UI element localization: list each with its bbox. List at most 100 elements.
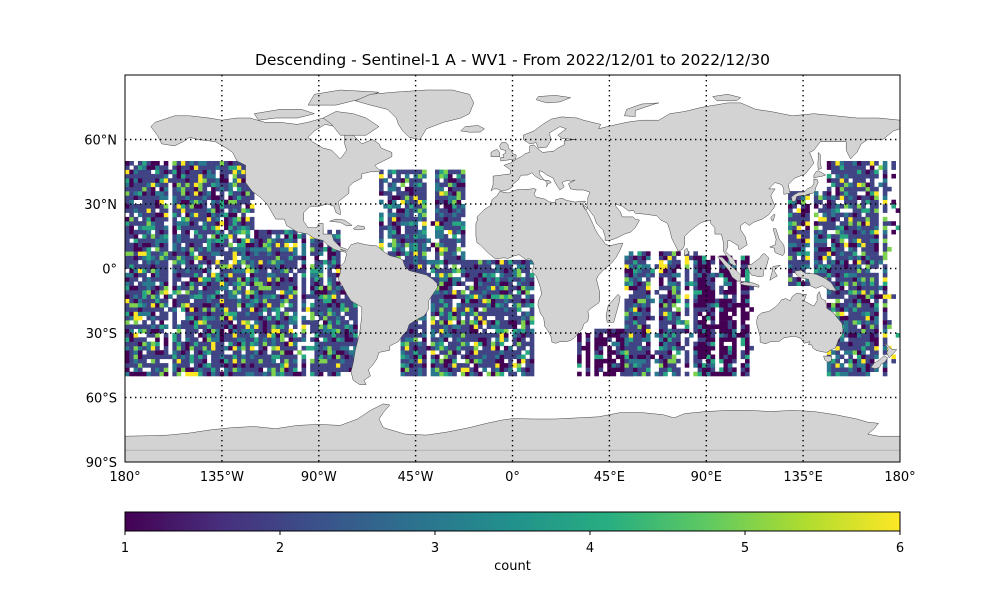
data-cell [292,367,298,372]
data-cell [460,195,466,200]
land-nz-north [884,342,898,359]
data-cell [327,229,332,235]
data-cell [465,302,470,308]
data-cell [180,294,186,299]
data-cell [249,333,255,338]
data-cell [874,311,879,317]
data-cell [206,307,212,312]
data-cell [469,328,475,334]
data-cell [693,358,698,364]
data-cell [529,358,535,364]
data-cell [706,290,711,295]
data-cell [284,242,289,248]
data-cell [856,255,862,261]
data-cell [137,229,143,235]
data-cell [671,298,677,304]
data-cell [232,341,238,347]
data-cell [443,182,449,188]
data-cell [624,363,630,368]
data-cell [882,169,888,175]
data-cell [185,333,190,338]
data-cell [137,255,143,261]
data-cell [443,195,449,200]
data-cell [443,242,449,248]
data-cell [503,268,509,274]
data-cell [633,345,638,351]
data-cell [211,208,216,213]
data-cell [495,298,500,304]
data-cell [146,354,152,360]
data-cell [516,358,522,364]
data-cell [331,298,337,304]
data-cell [409,268,414,274]
data-cell [460,272,466,278]
data-cell [189,242,195,248]
data-cell [844,251,849,256]
data-cell [676,285,681,291]
data-cell [129,371,134,377]
data-cell [482,350,487,355]
data-cell [848,328,853,334]
data-cell [353,320,358,325]
data-cell [331,358,337,364]
data-cell [172,350,177,355]
data-cell [344,328,350,334]
data-cell [249,247,255,252]
data-cell [624,268,630,274]
data-cell [228,268,233,274]
data-cell [882,268,888,274]
data-cell [693,259,698,265]
data-cell [150,204,156,209]
data-cell [465,285,470,291]
data-cell [620,337,625,342]
data-cell [439,290,444,295]
data-cell [641,363,647,368]
data-cell [232,229,238,235]
data-cell [232,324,238,329]
data-cell [137,161,143,166]
data-cell [318,281,324,286]
data-cell [271,371,276,377]
data-cell [882,161,888,166]
data-cell [331,350,337,355]
data-cell [727,363,733,368]
data-cell [598,354,604,360]
data-cell [663,272,668,278]
data-cell [262,358,268,364]
data-cell [245,225,251,231]
data-cell [723,281,729,286]
data-cell [318,341,324,347]
data-cell [146,350,152,355]
data-cell [439,371,444,377]
data-cell [852,161,858,166]
data-cell [456,225,462,231]
data-cell [224,337,229,342]
data-cell [193,358,199,364]
data-cell [516,272,522,278]
data-cell [435,208,440,213]
data-cell [176,199,182,205]
data-cell [611,333,617,338]
data-cell [224,238,229,243]
data-cell [435,251,440,256]
data-cell [391,238,397,243]
data-cell [254,251,259,256]
data-cell [262,328,268,334]
data-cell [645,341,651,347]
data-cell [211,216,216,222]
data-cell [624,259,630,265]
data-cell [473,328,479,334]
data-cell [745,259,750,265]
data-cell [848,234,853,239]
data-cell [267,242,272,248]
data-cell [417,333,423,338]
data-cell [469,358,475,364]
land-tasmania [823,355,833,363]
data-cell [249,221,255,226]
data-cell [447,182,453,188]
data-cell [456,294,462,299]
data-cell [478,298,483,304]
data-cell [146,268,152,274]
data-cell [150,358,156,364]
data-cell [198,367,203,372]
